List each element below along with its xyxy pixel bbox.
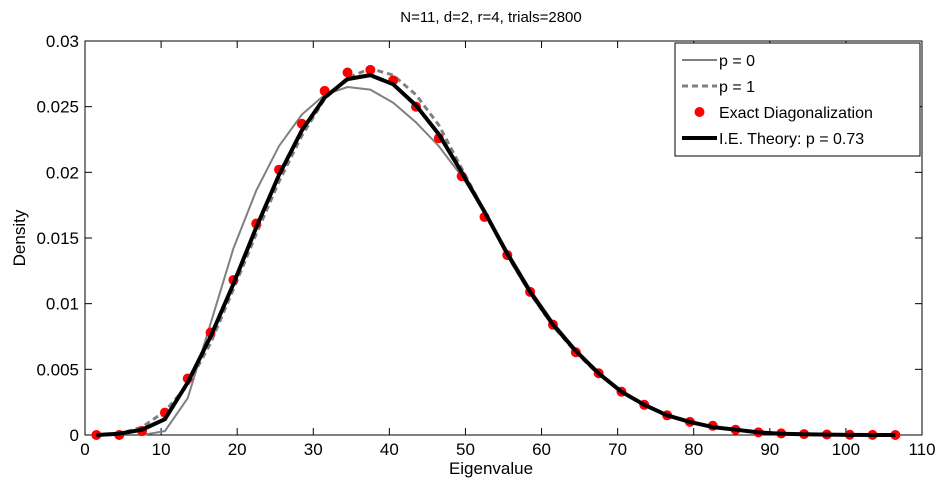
x-tick-label: 60 <box>532 440 551 459</box>
x-tick-label: 80 <box>684 440 703 459</box>
legend: p = 0 p = 1 Exact Diagonalization I.E. Theo… <box>674 42 921 157</box>
y-tick-label: 0.02 <box>46 163 79 182</box>
x-tick-label: 10 <box>152 440 171 459</box>
y-tick-label: 0.015 <box>36 229 79 248</box>
y-tick-label: 0.025 <box>36 98 79 117</box>
x-tick-label: 70 <box>608 440 627 459</box>
legend-label: p = 0 <box>719 53 755 70</box>
y-tick-label: 0 <box>70 426 79 445</box>
x-tick-label: 110 <box>908 440 935 459</box>
chart-title: N=11, d=2, r=4, trials=2800 <box>400 9 582 26</box>
ed-data-point <box>365 64 376 75</box>
legend-label: p = 1 <box>719 79 755 96</box>
plot-area: 0 10 20 30 40 50 60 70 80 90 100 110 0 0.005 0.01 0.015… <box>36 32 935 459</box>
x-tick-label: 100 <box>832 440 860 459</box>
y-tick-label: 0.03 <box>46 32 79 51</box>
x-tick-label: 50 <box>456 440 475 459</box>
ed-data-point <box>342 67 353 78</box>
legend-label: Exact Diagonalization <box>719 105 873 122</box>
series-line-3 <box>96 73 896 437</box>
y-tick-label: 0.01 <box>46 295 79 314</box>
legend-label: I.E. Theory: p = 0.73 <box>719 131 864 148</box>
x-tick-label: 90 <box>760 440 779 459</box>
x-tick-label: 40 <box>380 440 399 459</box>
x-tick-label: 20 <box>228 440 247 459</box>
x-axis-label: Eigenvalue <box>449 459 533 478</box>
x-tick-label: 30 <box>304 440 323 459</box>
legend-marker-exact-diagonalization <box>694 107 705 117</box>
x-tick-label: 0 <box>80 440 89 459</box>
series-line-1 <box>96 67 896 437</box>
y-axis-label: Density <box>10 209 29 266</box>
y-tick-label: 0.005 <box>36 360 79 379</box>
